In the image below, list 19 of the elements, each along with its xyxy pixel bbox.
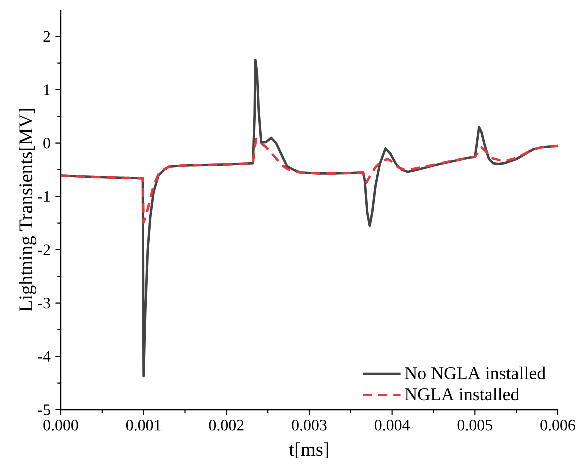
y-tick-label: -5 — [38, 404, 50, 416]
x-tick-label: 0.002 — [209, 420, 244, 431]
legend-label: No NGLA installed — [405, 366, 546, 380]
x-tick-label: 0.006 — [540, 420, 576, 431]
y-tick-label: -4 — [38, 351, 51, 362]
legend-label: NGLA installed — [405, 388, 520, 401]
y-tick-label: 0 — [44, 138, 50, 149]
y-tick-label: -3 — [38, 298, 50, 309]
y-axis-title: Lightning Transients[MV] — [19, 109, 37, 312]
x-tick-label: 0.004 — [375, 420, 410, 431]
x-tick-label: 0.000 — [44, 420, 78, 431]
x-axis-title: t[ms] — [289, 442, 328, 459]
y-tick-label: -1 — [38, 191, 50, 202]
x-tick-label: 0.003 — [292, 420, 327, 431]
y-tick-label: 2 — [44, 31, 50, 42]
y-tick-label: -2 — [38, 244, 50, 256]
y-tick-label: 1 — [44, 84, 50, 96]
x-tick-label: 0.001 — [126, 420, 161, 431]
x-tick-label: 0.005 — [458, 420, 492, 431]
